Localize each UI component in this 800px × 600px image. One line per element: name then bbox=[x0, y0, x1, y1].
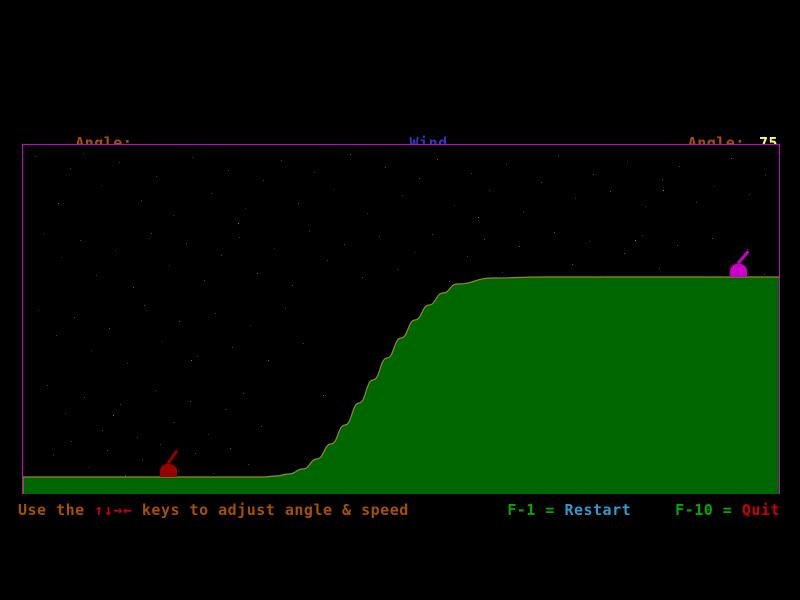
arrow-keys-icon: ↑↓→← bbox=[94, 501, 133, 519]
restart-equals: = bbox=[535, 501, 565, 519]
footer-controls: Use the ↑↓→← keys to adjust angle & spee… bbox=[0, 500, 800, 520]
terrain bbox=[23, 145, 779, 494]
restart-action-label[interactable]: Restart bbox=[564, 501, 632, 519]
player2-tank-body bbox=[730, 264, 747, 277]
hint-suffix: keys to adjust angle & speed bbox=[132, 501, 409, 519]
quit-action-label[interactable]: Quit bbox=[741, 501, 780, 519]
controls-hint: Use the ↑↓→← keys to adjust angle & spee… bbox=[18, 500, 409, 520]
hint-prefix: Use the bbox=[18, 501, 95, 519]
quit-key-label[interactable]: F-10 bbox=[675, 501, 714, 519]
terrain-svg bbox=[23, 276, 779, 494]
restart-key-label[interactable]: F-1 bbox=[507, 501, 536, 519]
player1-tank-body bbox=[160, 464, 177, 477]
play-field[interactable] bbox=[22, 144, 780, 494]
player2-angle-row: Angle: 75 bbox=[597, 116, 778, 152]
terrain-shape bbox=[23, 276, 779, 494]
function-key-hints: F-1 = Restart F-10 = Quit bbox=[507, 500, 780, 520]
quit-equals: = bbox=[713, 501, 742, 519]
